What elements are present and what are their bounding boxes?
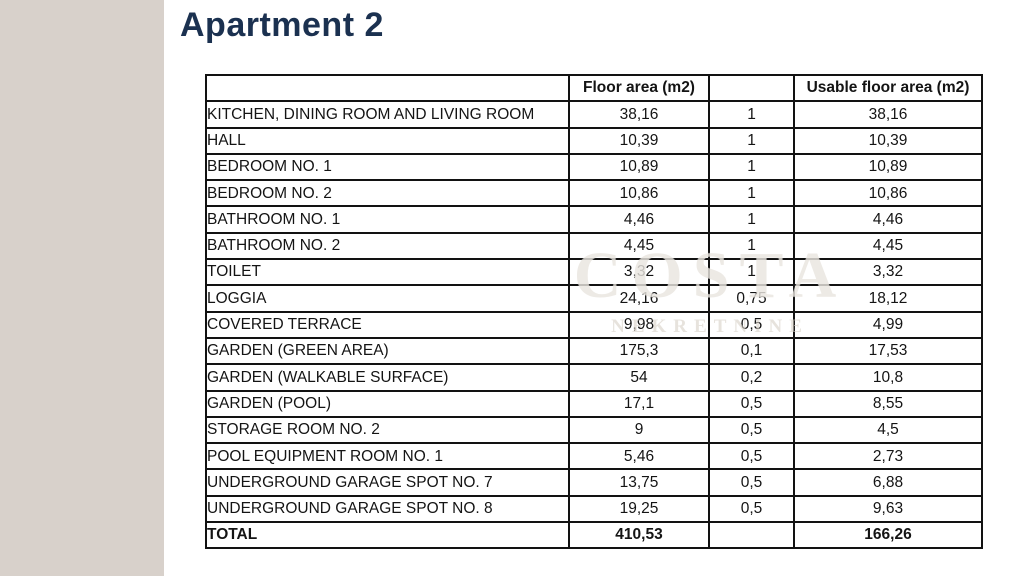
table-row: HALL 10,39 1 10,39 [205, 126, 983, 155]
floor-area-cell: 9 [568, 415, 710, 445]
floor-area-cell: 38,16 [568, 100, 710, 129]
floor-area-cell: 410,53 [568, 521, 710, 550]
coefficient-cell: 1 [708, 258, 795, 287]
floor-area-cell: 10,89 [568, 152, 710, 182]
usable-area-cell: 10,39 [793, 126, 983, 155]
coefficient-cell: 1 [708, 205, 795, 234]
floor-area-cell: 4,46 [568, 205, 710, 234]
usable-area-cell: 3,32 [793, 258, 983, 287]
floor-area-cell: 54 [568, 363, 710, 392]
table-row: BATHROOM NO. 1 4,46 1 4,46 [205, 205, 983, 234]
coefficient-cell: 0,1 [708, 336, 795, 366]
table-total-row: TOTAL 410,53 166,26 [205, 521, 983, 550]
area-table-container: Floor area (m2) Usable floor area (m2) K… [205, 73, 983, 550]
coefficient-cell: 1 [708, 231, 795, 261]
usable-area-cell: 18,12 [793, 284, 983, 313]
left-margin-strip [0, 0, 164, 576]
table-row: GARDEN (WALKABLE SURFACE) 54 0,2 10,8 [205, 363, 983, 392]
usable-area-cell: 17,53 [793, 336, 983, 366]
coefficient-cell: 0,5 [708, 442, 795, 471]
table-row: UNDERGROUND GARAGE SPOT NO. 7 13,75 0,5 6,8… [205, 468, 983, 497]
room-name-cell: UNDERGROUND GARAGE SPOT NO. 7 [205, 468, 570, 497]
floor-area-cell: 5,46 [568, 442, 710, 471]
room-name-cell: LOGGIA [205, 284, 570, 313]
header-coefficient [708, 73, 795, 103]
coefficient-cell [708, 521, 795, 550]
table-row: BATHROOM NO. 2 4,45 1 4,45 [205, 231, 983, 261]
room-name-cell: TOILET [205, 258, 570, 287]
room-name-cell: KITCHEN, DINING ROOM AND LIVING ROOM [205, 100, 570, 129]
room-name-cell: GARDEN (WALKABLE SURFACE) [205, 363, 570, 392]
table-row: COVERED TERRACE 9,98 0,5 4,99 [205, 310, 983, 339]
coefficient-cell: 0,5 [708, 389, 795, 418]
coefficient-cell: 1 [708, 179, 795, 208]
room-name-cell: GARDEN (GREEN AREA) [205, 336, 570, 366]
coefficient-cell: 0,2 [708, 363, 795, 392]
coefficient-cell: 0,75 [708, 284, 795, 313]
table-row: GARDEN (GREEN AREA) 175,3 0,1 17,53 [205, 336, 983, 366]
floor-area-cell: 175,3 [568, 336, 710, 366]
coefficient-cell: 1 [708, 126, 795, 155]
floor-area-cell: 3,32 [568, 258, 710, 287]
table-header-row: Floor area (m2) Usable floor area (m2) [205, 73, 983, 103]
room-name-cell: BATHROOM NO. 1 [205, 205, 570, 234]
page-title: Apartment 2 [180, 6, 384, 44]
usable-area-cell: 4,5 [793, 415, 983, 445]
room-name-cell: BATHROOM NO. 2 [205, 231, 570, 261]
floor-area-cell: 4,45 [568, 231, 710, 261]
floor-area-cell: 10,39 [568, 126, 710, 155]
floor-area-cell: 9,98 [568, 310, 710, 339]
usable-area-cell: 4,45 [793, 231, 983, 261]
table-row: BEDROOM NO. 2 10,86 1 10,86 [205, 179, 983, 208]
usable-area-cell: 9,63 [793, 494, 983, 524]
usable-area-cell: 2,73 [793, 442, 983, 471]
usable-area-cell: 10,86 [793, 179, 983, 208]
floor-area-cell: 13,75 [568, 468, 710, 497]
room-name-cell: BEDROOM NO. 2 [205, 179, 570, 208]
header-usable-floor-area: Usable floor area (m2) [793, 73, 983, 103]
coefficient-cell: 1 [708, 152, 795, 182]
floor-area-cell: 17,1 [568, 389, 710, 418]
usable-area-cell: 38,16 [793, 100, 983, 129]
room-name-cell: TOTAL [205, 521, 570, 550]
room-name-cell: COVERED TERRACE [205, 310, 570, 339]
area-table: Floor area (m2) Usable floor area (m2) K… [205, 73, 983, 550]
coefficient-cell: 0,5 [708, 415, 795, 445]
table-row: LOGGIA 24,16 0,75 18,12 [205, 284, 983, 313]
floor-area-cell: 19,25 [568, 494, 710, 524]
room-name-cell: STORAGE ROOM NO. 2 [205, 415, 570, 445]
room-name-cell: HALL [205, 126, 570, 155]
table-row: BEDROOM NO. 1 10,89 1 10,89 [205, 152, 983, 182]
usable-area-cell: 8,55 [793, 389, 983, 418]
header-floor-area: Floor area (m2) [568, 73, 710, 103]
coefficient-cell: 0,5 [708, 494, 795, 524]
room-name-cell: UNDERGROUND GARAGE SPOT NO. 8 [205, 494, 570, 524]
usable-area-cell: 10,89 [793, 152, 983, 182]
table-row: STORAGE ROOM NO. 2 9 0,5 4,5 [205, 415, 983, 445]
room-name-cell: POOL EQUIPMENT ROOM NO. 1 [205, 442, 570, 471]
coefficient-cell: 0,5 [708, 468, 795, 497]
floor-area-cell: 10,86 [568, 179, 710, 208]
table-row: POOL EQUIPMENT ROOM NO. 1 5,46 0,5 2,73 [205, 442, 983, 471]
table-row: KITCHEN, DINING ROOM AND LIVING ROOM 38,1… [205, 100, 983, 129]
floor-area-cell: 24,16 [568, 284, 710, 313]
usable-area-cell: 6,88 [793, 468, 983, 497]
coefficient-cell: 1 [708, 100, 795, 129]
table-row: GARDEN (POOL) 17,1 0,5 8,55 [205, 389, 983, 418]
room-name-cell: GARDEN (POOL) [205, 389, 570, 418]
usable-area-cell: 4,46 [793, 205, 983, 234]
usable-area-cell: 10,8 [793, 363, 983, 392]
room-name-cell: BEDROOM NO. 1 [205, 152, 570, 182]
usable-area-cell: 4,99 [793, 310, 983, 339]
header-room-name [205, 73, 570, 103]
table-row: UNDERGROUND GARAGE SPOT NO. 8 19,25 0,5 9,6… [205, 494, 983, 524]
table-row: TOILET 3,32 1 3,32 [205, 258, 983, 287]
usable-area-cell: 166,26 [793, 521, 983, 550]
coefficient-cell: 0,5 [708, 310, 795, 339]
